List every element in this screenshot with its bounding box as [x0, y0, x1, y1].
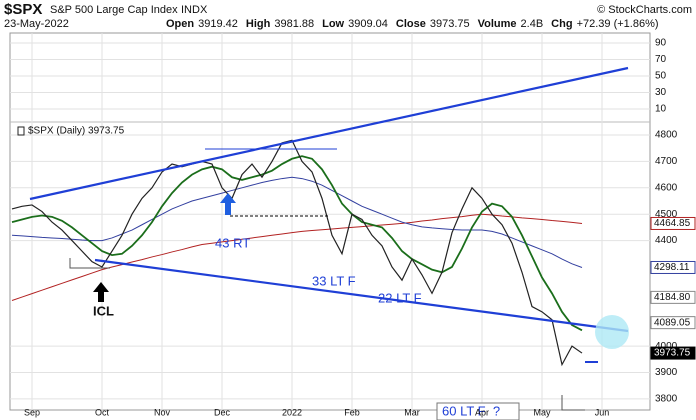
quote: Open 3919.42 High 3981.88 Low 3909.04 Close 397…	[166, 18, 659, 30]
price-label: 4184.80	[654, 292, 691, 303]
x-tick-label: Sep	[24, 407, 40, 417]
y-tick-label: 30	[655, 87, 667, 98]
quote-value: 2.4B	[521, 18, 544, 30]
y-tick-label: 50	[655, 71, 667, 82]
y-tick-label: 70	[655, 54, 667, 65]
legend-icon	[17, 126, 25, 136]
price-label: 3973.75	[654, 348, 691, 359]
legend-text: $SPX (Daily) 3973.75	[28, 126, 125, 137]
x-tick-label: Dec	[214, 407, 231, 417]
trendline	[29, 66, 629, 201]
bracket	[69, 258, 110, 269]
highlight-circle	[595, 315, 629, 349]
x-tick-label: Feb	[344, 407, 360, 417]
price-label-box	[650, 290, 696, 304]
arrow-up	[220, 193, 236, 215]
y-tick-label: 10	[655, 104, 667, 115]
bracket	[561, 395, 585, 411]
exchange: INDX	[181, 4, 208, 16]
y-tick-label: 4500	[655, 209, 678, 220]
quote-value: 3981.88	[274, 18, 314, 30]
quote-label: Open	[166, 18, 194, 30]
annotation: ICL	[93, 303, 114, 318]
trendline	[94, 258, 629, 333]
y-tick-label: 4800	[655, 130, 678, 141]
price-label: 4089.05	[654, 317, 691, 328]
copyright: © StockCharts.com	[597, 4, 692, 16]
quote-value: 3919.42	[198, 18, 238, 30]
quote-value: +72.39 (+1.86%)	[577, 18, 659, 30]
price-label: 4298.11	[654, 262, 690, 273]
price-label-box	[650, 346, 696, 360]
x-tick-label: May	[533, 407, 551, 417]
y-tick-label: 4700	[655, 156, 678, 167]
price-label-box	[650, 316, 696, 330]
x-tick-label: 2022	[282, 407, 302, 417]
y-tick-label: 4400	[655, 235, 678, 246]
y-tick-label: 90	[655, 38, 667, 49]
x-tick-label: Apr	[475, 407, 489, 417]
marks	[11, 139, 583, 367]
annotation: 22 LT F	[378, 290, 422, 305]
series-line	[11, 139, 583, 367]
annotation: 43 RT	[215, 235, 250, 250]
date: 23-May-2022	[4, 18, 69, 30]
plot-frame	[9, 32, 651, 411]
quote-label: Chg	[551, 18, 572, 30]
quote-value: 3973.75	[430, 18, 470, 30]
x-tick-label: Mar	[404, 407, 420, 417]
annotation: 60 LT F ?	[442, 403, 500, 418]
series-line	[11, 155, 583, 332]
grid	[10, 33, 650, 410]
x-tick-label: Jun	[595, 407, 610, 417]
price-label-box	[650, 260, 696, 274]
price-label-box	[650, 216, 696, 230]
quote-label: Volume	[478, 18, 517, 30]
y-tick-label: 3800	[655, 394, 678, 405]
x-tick-label: Nov	[154, 407, 171, 417]
annotation: 33 LT F	[312, 273, 356, 288]
y-tick-label: 4000	[655, 341, 678, 352]
symbol: $SPX	[4, 1, 42, 18]
x-tick-label: Oct	[95, 407, 110, 417]
series-line	[11, 176, 583, 268]
y-tick-label: 4600	[655, 182, 678, 193]
quote-label: Low	[322, 18, 344, 30]
quote-value: 3909.04	[348, 18, 388, 30]
annotation-box	[436, 402, 520, 420]
quote-label: Close	[396, 18, 426, 30]
price-label: 4464.85	[654, 218, 691, 229]
index-name: S&P 500 Large Cap Index	[50, 4, 178, 16]
arrow-up	[93, 282, 109, 302]
quote-label: High	[246, 18, 271, 30]
y-tick-label: 3900	[655, 367, 678, 378]
